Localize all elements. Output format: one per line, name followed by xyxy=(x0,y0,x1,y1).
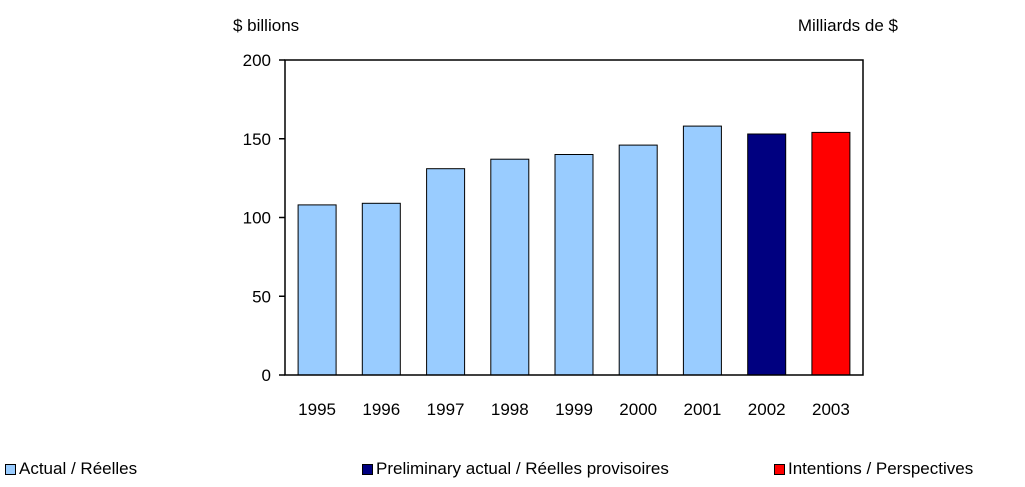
legend-label-preliminary: Preliminary actual / Réelles provisoires xyxy=(376,459,669,478)
x-tick-label-2001: 2001 xyxy=(683,400,721,419)
legend-item-preliminary: Preliminary actual / Réelles provisoires xyxy=(362,458,669,480)
y-tick-label-150: 150 xyxy=(243,130,271,149)
bar-1998 xyxy=(490,158,530,376)
legend-swatch-preliminary xyxy=(362,463,373,475)
bar-1996 xyxy=(361,202,401,376)
legend-swatch-intentions xyxy=(774,463,785,475)
x-tick-label-2000: 2000 xyxy=(619,400,657,419)
legend-item-intentions: Intentions / Perspectives xyxy=(774,458,973,480)
plot-area: 1995 1996 1997 1998 1999 2000 2001 2002 2003 0 50 1… xyxy=(243,51,864,419)
bar-1995 xyxy=(297,204,337,376)
bar-2000 xyxy=(618,144,658,376)
x-tick-label-1999: 1999 xyxy=(555,400,593,419)
x-tick-label-2002: 2002 xyxy=(748,400,786,419)
y-tick-label-200: 200 xyxy=(243,51,271,70)
y-tick-label-0: 0 xyxy=(262,366,271,385)
legend-label-actual: Actual / Réelles xyxy=(19,459,138,478)
bar-2001 xyxy=(682,125,722,376)
y-tick-label-50: 50 xyxy=(252,287,271,306)
bar-1997 xyxy=(426,168,466,376)
x-tick-label-1996: 1996 xyxy=(362,400,400,419)
bar-1999 xyxy=(554,154,594,376)
y-axis-label-left: $ billions xyxy=(233,16,299,35)
bar-2002 xyxy=(747,133,787,376)
y-tick-label-100: 100 xyxy=(243,209,271,228)
x-tick-label-1998: 1998 xyxy=(491,400,529,419)
legend-swatch-actual xyxy=(5,463,16,475)
x-tick-label-1995: 1995 xyxy=(298,400,336,419)
legend-label-intentions: Intentions / Perspectives xyxy=(788,459,974,478)
legend-item-actual: Actual / Réelles xyxy=(5,458,137,480)
y-axis-label-right: Milliards de $ xyxy=(798,16,899,35)
x-tick-label-2003: 2003 xyxy=(812,400,850,419)
x-tick-label-1997: 1997 xyxy=(427,400,465,419)
bar-2003 xyxy=(811,131,851,376)
